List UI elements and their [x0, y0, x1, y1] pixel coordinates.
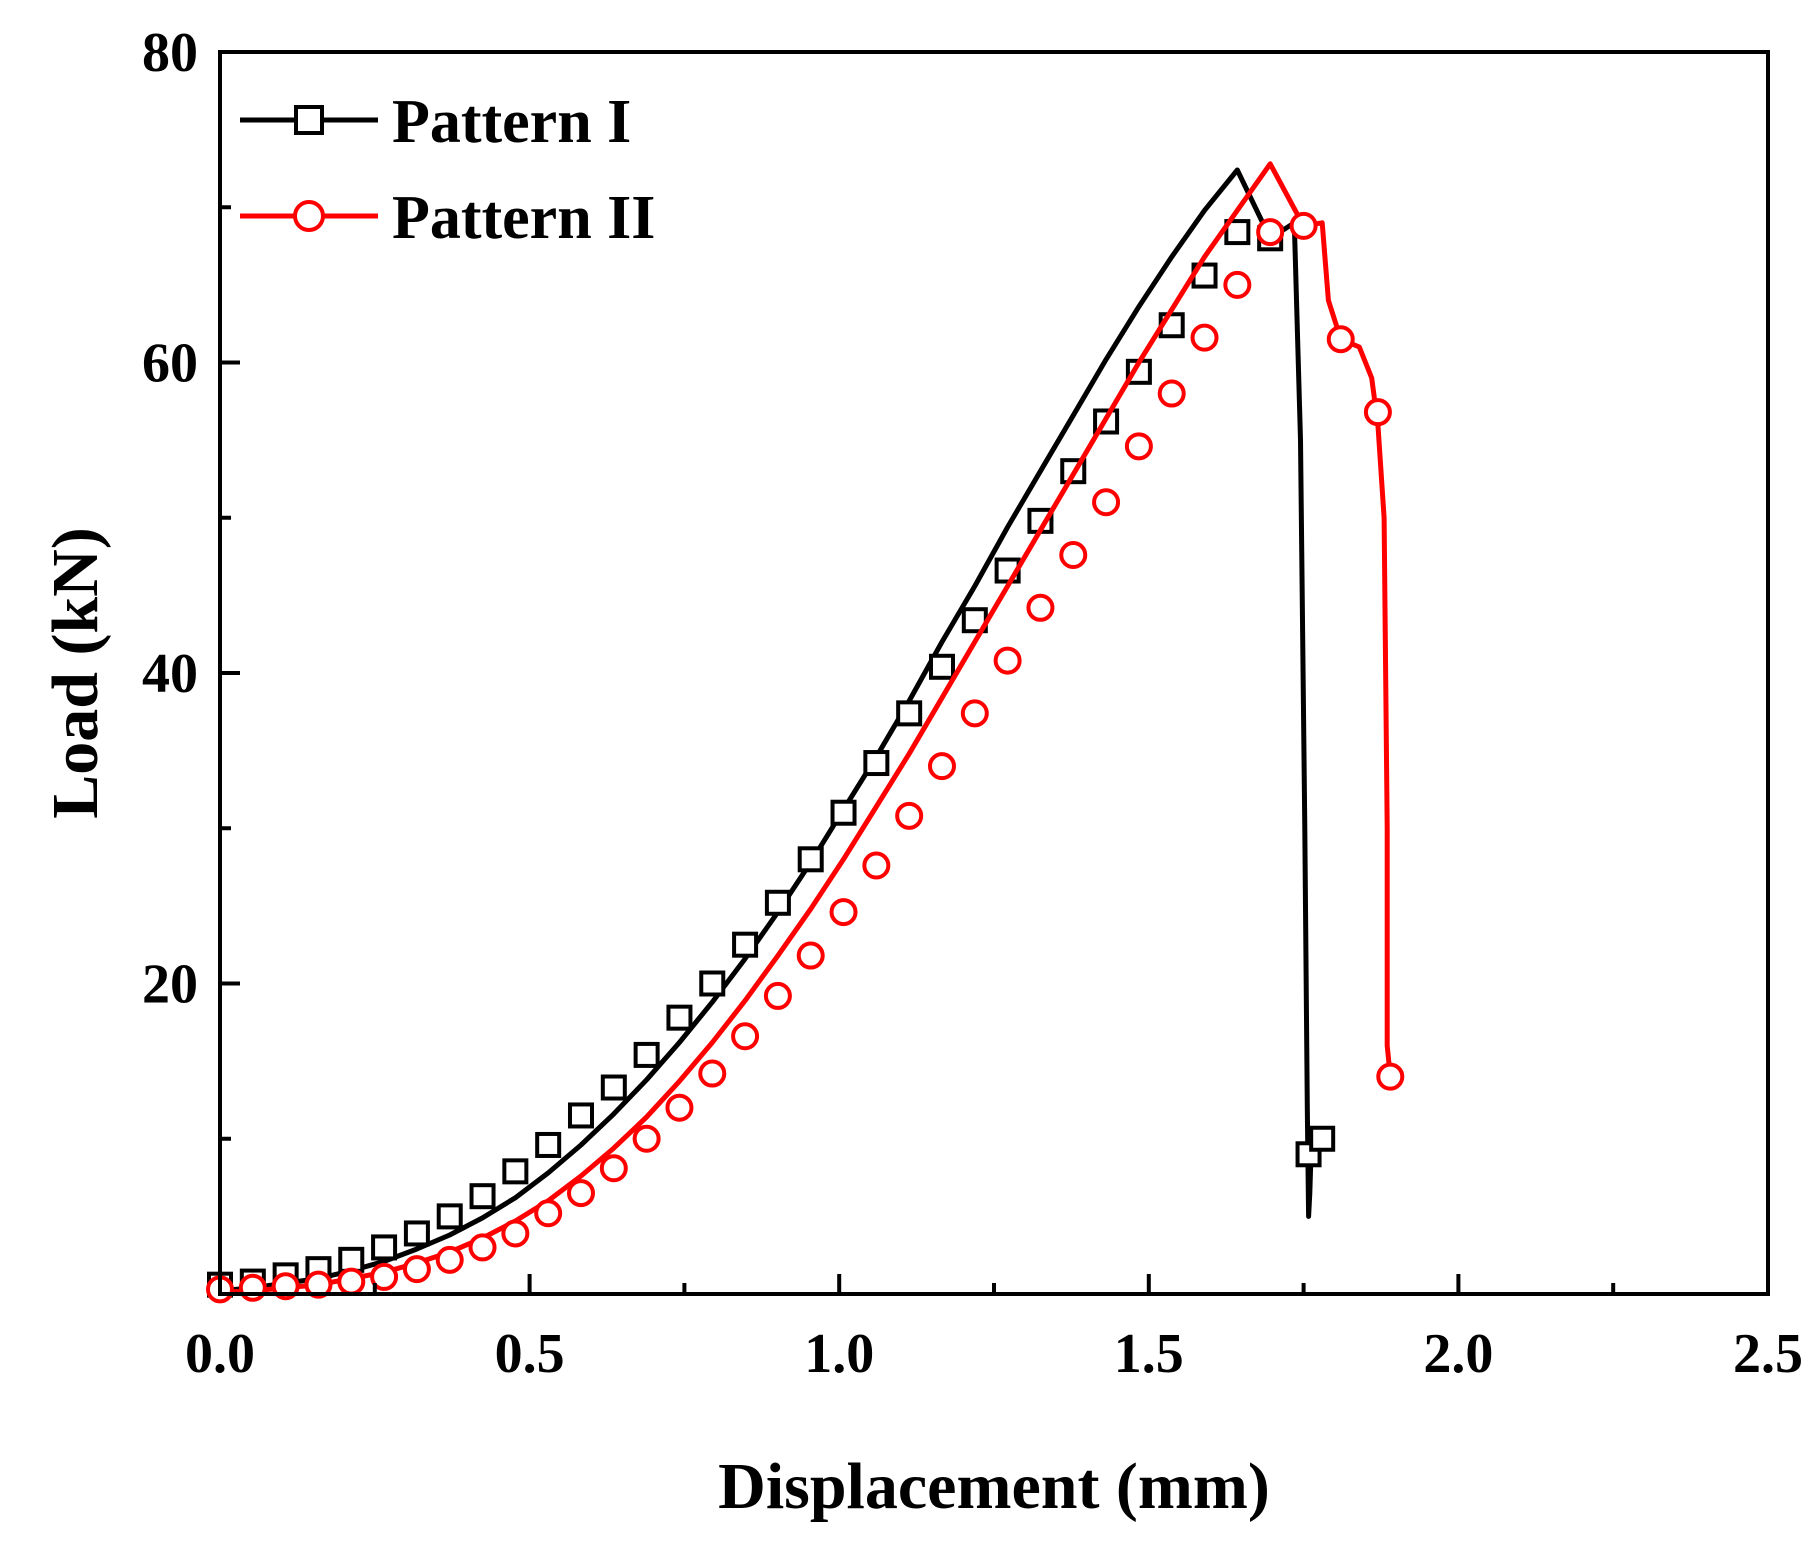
- series-2-point: [534, 1199, 563, 1228]
- series-2-point: [895, 801, 924, 830]
- y-tick-label: 80: [142, 22, 198, 84]
- series-2-point: [731, 1022, 760, 1051]
- series-2-point: [1223, 270, 1252, 299]
- series-2-point: [665, 1093, 694, 1122]
- series-2-point: [435, 1245, 464, 1274]
- series-1-point: [371, 1234, 398, 1261]
- series-2-point: [1092, 488, 1121, 517]
- x-tick-label: 0.5: [495, 1323, 565, 1385]
- legend-label-2: Pattern II: [392, 184, 655, 252]
- ticks-layer: 0.0 0.5 1.0 1.5 2.0 2.5 20 40 60 80: [142, 22, 1803, 1385]
- x-tick-label: 2.0: [1423, 1323, 1493, 1385]
- series-2-point: [796, 941, 825, 970]
- series-line-1: [219, 167, 1316, 1294]
- series-2-point: [960, 699, 989, 728]
- y-axis-title: Load (kN): [39, 527, 112, 819]
- series-1-point: [863, 750, 890, 777]
- series-2-point: [993, 646, 1022, 675]
- series-2-point: [1059, 541, 1088, 570]
- legend-circle-marker: [293, 200, 325, 232]
- x-tick-label: 1.0: [804, 1323, 874, 1385]
- series-2-point: [1124, 432, 1153, 461]
- series-1-point: [1309, 1125, 1336, 1152]
- series-2-point: [370, 1262, 399, 1291]
- series-1-point: [764, 889, 791, 916]
- series-1-point: [338, 1246, 365, 1273]
- series-2-point: [1190, 323, 1219, 352]
- legend-label-1: Pattern I: [392, 88, 631, 156]
- series-1-point: [928, 653, 955, 680]
- series-1-point: [797, 846, 824, 873]
- y-tick-label: 60: [142, 333, 198, 395]
- series-2-point: [927, 752, 956, 781]
- series-1-point: [600, 1074, 627, 1101]
- series-2-point: [698, 1059, 727, 1088]
- series-2-point: [599, 1154, 628, 1183]
- series-2-point: [1326, 325, 1355, 354]
- series-layer: [206, 161, 1405, 1304]
- series-1-point: [436, 1203, 463, 1230]
- series-1-point: [666, 1004, 693, 1031]
- series-2-point: [1289, 211, 1318, 240]
- series-1-point: [1224, 219, 1251, 246]
- x-axis-title: Displacement (mm): [718, 1450, 1270, 1523]
- x-tick-label: 0.0: [185, 1323, 255, 1385]
- y-tick-label: 40: [142, 643, 198, 705]
- series-2-point: [1157, 379, 1186, 408]
- series-2-point: [1363, 398, 1392, 427]
- series-1-point: [732, 931, 759, 958]
- series-2-point: [1026, 593, 1055, 622]
- series-1-point: [403, 1220, 430, 1247]
- series-2-point: [763, 981, 792, 1010]
- series-2-point: [632, 1124, 661, 1153]
- legend: Pattern I Pattern II: [240, 88, 655, 252]
- series-2-point: [1256, 218, 1285, 247]
- series-2-point: [501, 1219, 530, 1248]
- series-1-point: [699, 970, 726, 997]
- series-2-point: [238, 1273, 267, 1302]
- series-2-point: [1376, 1062, 1405, 1091]
- x-tick-label: 2.5: [1733, 1323, 1803, 1385]
- series-2-point: [337, 1267, 366, 1296]
- legend-square-marker: [294, 105, 324, 135]
- series-2-point: [468, 1233, 497, 1262]
- series-1-point: [502, 1158, 529, 1185]
- series-2-point: [566, 1179, 595, 1208]
- series-2-point: [402, 1255, 431, 1284]
- series-1-point: [633, 1041, 660, 1068]
- series-2-point: [862, 851, 891, 880]
- series-2-point: [304, 1270, 333, 1299]
- series-1-point: [896, 700, 923, 727]
- series-1-point: [469, 1183, 496, 1210]
- series-1-point: [535, 1131, 562, 1158]
- x-tick-label: 1.5: [1114, 1323, 1184, 1385]
- series-1-point: [567, 1102, 594, 1129]
- series-1-point: [830, 799, 857, 826]
- y-tick-label: 20: [142, 954, 198, 1016]
- series-2-point: [829, 898, 858, 927]
